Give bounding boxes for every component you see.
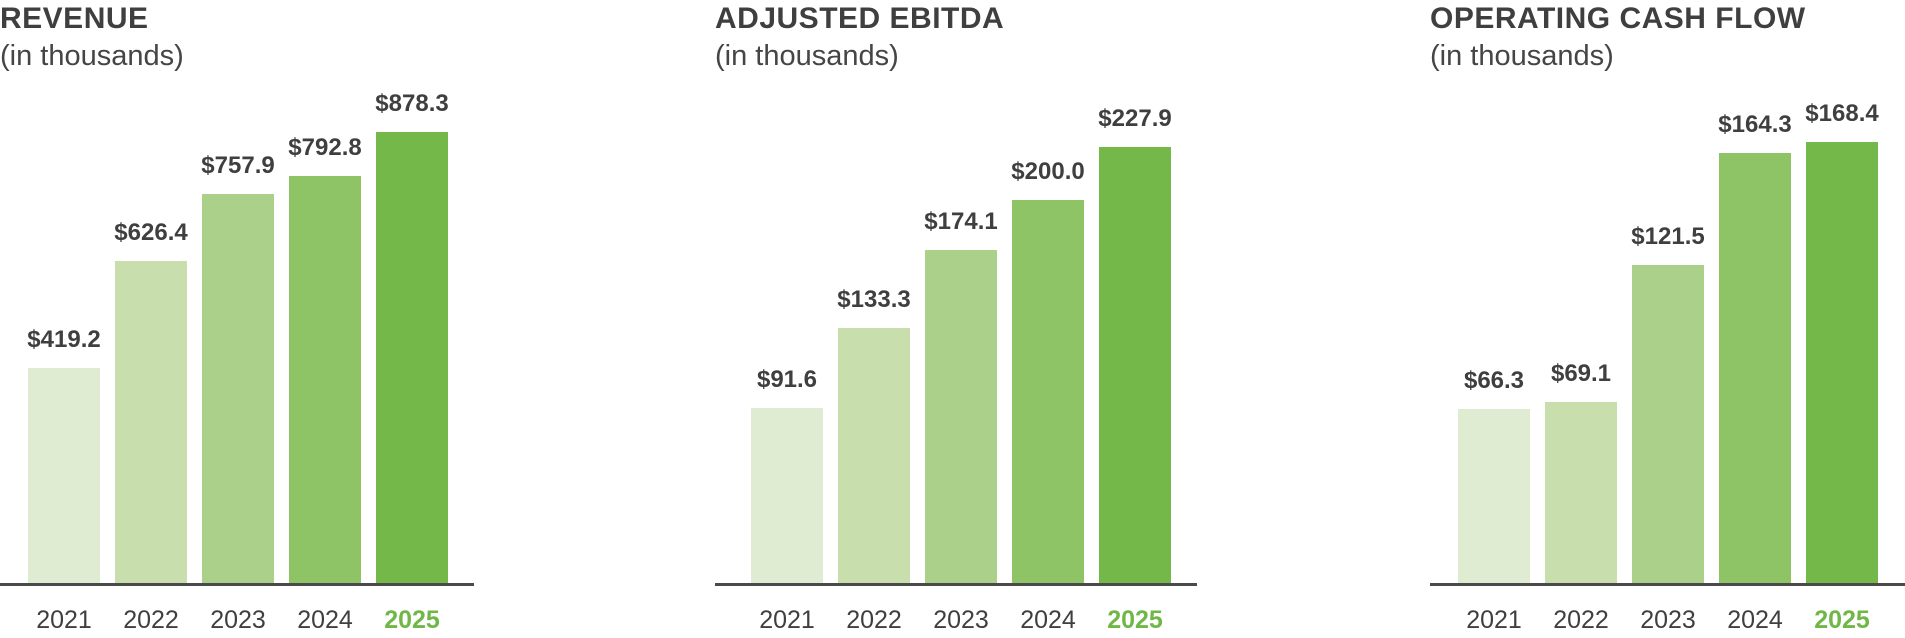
year-label-2024: 2024 bbox=[1727, 606, 1783, 634]
bar-2024 bbox=[1012, 200, 1084, 583]
year-label-2025: 2025 bbox=[1107, 606, 1163, 634]
bar-value-label: $419.2 bbox=[27, 326, 101, 353]
bar-value-label: $121.5 bbox=[1631, 223, 1705, 250]
chart-revenue: REVENUE (in thousands) $419.2 2021 $626.4 2… bbox=[0, 0, 474, 638]
bar-2022 bbox=[838, 328, 910, 583]
year-label-2025: 2025 bbox=[1814, 606, 1870, 634]
bar-2023 bbox=[1632, 265, 1704, 583]
bar-value-label: $168.4 bbox=[1805, 100, 1879, 127]
bar-2023 bbox=[925, 250, 997, 583]
chart-subtitle: (in thousands) bbox=[0, 40, 184, 72]
year-label-2024: 2024 bbox=[1020, 606, 1076, 634]
chart-title: OPERATING CASH FLOW bbox=[1430, 2, 1806, 35]
bar-value-label: $164.3 bbox=[1718, 111, 1792, 138]
year-label-2022: 2022 bbox=[846, 606, 902, 634]
chart-subtitle: (in thousands) bbox=[1430, 40, 1614, 72]
x-axis-line bbox=[1430, 583, 1905, 586]
chart-subtitle: (in thousands) bbox=[715, 40, 899, 72]
year-label-2023: 2023 bbox=[933, 606, 989, 634]
chart-adjusted-ebitda: ADJUSTED EBITDA (in thousands) $91.6 2021… bbox=[715, 0, 1197, 638]
year-label-2021: 2021 bbox=[1466, 606, 1522, 634]
bar-value-label: $757.9 bbox=[201, 152, 275, 179]
bar-value-label: $91.6 bbox=[756, 366, 818, 393]
x-axis-line bbox=[715, 583, 1197, 586]
bar-2022 bbox=[115, 261, 187, 583]
bar-2021 bbox=[1458, 409, 1530, 583]
year-label-2023: 2023 bbox=[1640, 606, 1696, 634]
bar-2023 bbox=[202, 194, 274, 583]
bar-value-label: $792.8 bbox=[288, 134, 362, 161]
bar-value-label: $227.9 bbox=[1098, 105, 1172, 132]
bar-2024 bbox=[1719, 153, 1791, 583]
year-label-2022: 2022 bbox=[1553, 606, 1609, 634]
bar-2024 bbox=[289, 176, 361, 583]
chart-operating-cash-flow: OPERATING CASH FLOW (in thousands) $66.3… bbox=[1430, 0, 1905, 638]
year-label-2024: 2024 bbox=[297, 606, 353, 634]
bar-value-label: $878.3 bbox=[375, 90, 449, 117]
x-axis-line bbox=[0, 583, 474, 586]
bar-value-label: $200.0 bbox=[1011, 158, 1085, 185]
bar-value-label: $69.1 bbox=[1550, 360, 1612, 387]
chart-title: REVENUE bbox=[0, 2, 149, 35]
bar-2025 bbox=[1806, 142, 1878, 583]
year-label-2022: 2022 bbox=[123, 606, 179, 634]
bar-value-label: $174.1 bbox=[924, 208, 998, 235]
bar-value-label: $626.4 bbox=[114, 219, 188, 246]
bar-2022 bbox=[1545, 402, 1617, 583]
bar-2021 bbox=[28, 368, 100, 583]
bar-2021 bbox=[751, 408, 823, 583]
year-label-2025: 2025 bbox=[384, 606, 440, 634]
bar-2025 bbox=[1099, 147, 1171, 583]
year-label-2021: 2021 bbox=[759, 606, 815, 634]
bar-value-label: $133.3 bbox=[837, 286, 911, 313]
year-label-2023: 2023 bbox=[210, 606, 266, 634]
bar-2025 bbox=[376, 132, 448, 583]
chart-title: ADJUSTED EBITDA bbox=[715, 2, 1005, 35]
bar-value-label: $66.3 bbox=[1463, 367, 1525, 394]
year-label-2021: 2021 bbox=[36, 606, 92, 634]
